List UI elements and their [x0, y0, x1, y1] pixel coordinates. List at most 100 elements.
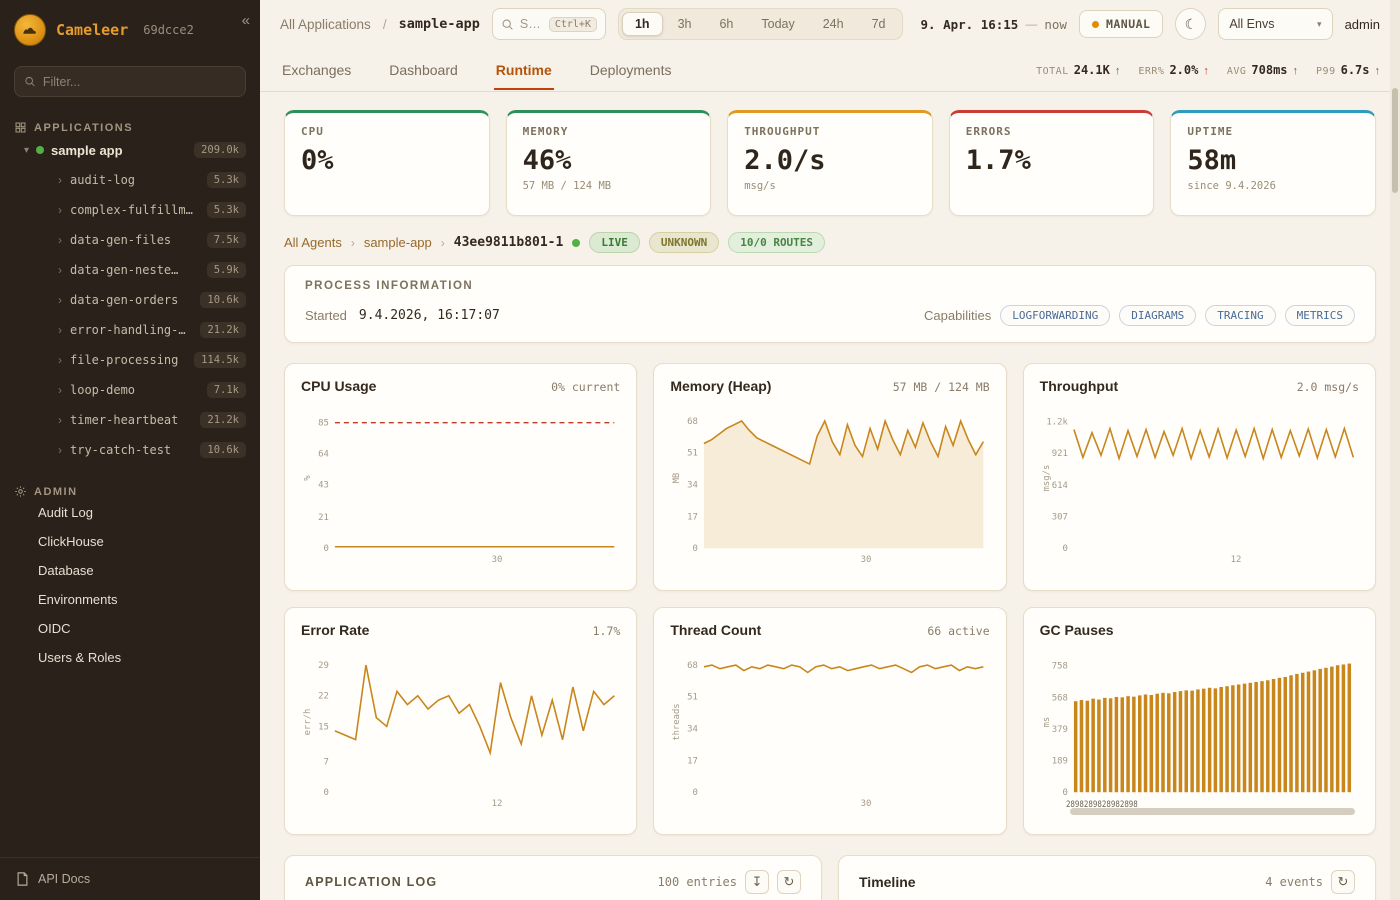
date-range-picker[interactable]: 9. Apr. 16:15 — now — [921, 17, 1067, 32]
svg-text:0: 0 — [324, 544, 329, 554]
time-range-today[interactable]: Today — [748, 12, 807, 36]
sidebar-item-users-roles[interactable]: Users & Roles — [38, 650, 122, 665]
stat-value: 708ms — [1251, 62, 1288, 77]
download-button[interactable]: ↧ — [745, 870, 769, 894]
route-count-badge: 21.2k — [200, 322, 246, 338]
sidebar-route-data-gen-orders[interactable]: › data-gen-orders 10.6k — [0, 285, 260, 315]
sidebar-route-timer-heartbeat[interactable]: › timer-heartbeat 21.2k — [0, 405, 260, 435]
svg-text:threads: threads — [672, 703, 682, 740]
chart-title: Thread Count — [670, 622, 762, 638]
applications-section-label: APPLICATIONS — [34, 121, 134, 134]
charts-grid: CPU Usage 0% current 85 64 43 21 0% 30 Memory… — [284, 363, 1376, 835]
svg-text:189: 189 — [1051, 757, 1067, 767]
stat-value: 2.0% — [1169, 62, 1199, 77]
document-icon — [17, 872, 28, 886]
sidebar-item-sample-app[interactable]: ▾ sample app 209.0k — [0, 134, 260, 165]
time-range-7d[interactable]: 7d — [859, 12, 899, 36]
svg-text:614: 614 — [1051, 481, 1067, 491]
environment-select[interactable]: All Envs ▾ — [1218, 8, 1333, 40]
link-sample-app[interactable]: sample-app — [363, 235, 432, 250]
time-range-group: 1h 3h 6h Today 24h 7d — [617, 8, 903, 40]
tab-dashboard[interactable]: Dashboard — [387, 50, 460, 90]
refresh-button[interactable]: ↻ — [1331, 870, 1355, 894]
svg-text:30: 30 — [861, 799, 872, 809]
sidebar-item-api-docs[interactable]: API Docs — [0, 857, 260, 900]
sidebar-item-environments[interactable]: Environments — [38, 592, 118, 607]
sidebar-route-file-processing[interactable]: › file-processing 114.5k — [0, 345, 260, 375]
capabilities: Capabilities LOGFORWARDING DIAGRAMS TRAC… — [924, 305, 1355, 326]
svg-text:0: 0 — [693, 544, 698, 554]
route-name: timer-heartbeat — [70, 413, 179, 427]
metric-card-throughput: THROUGHPUT 2.0/s msg/s — [727, 110, 933, 216]
time-range-3h[interactable]: 3h — [665, 12, 705, 36]
chart-title: GC Pauses — [1039, 622, 1114, 638]
chart-card-error-rate: Error Rate 1.7% 29 22 15 7 0 err/h 12 — [284, 607, 638, 835]
trend-up-icon: ↑ — [1374, 64, 1381, 77]
sidebar-route-error-handling[interactable]: › error-handling-… 21.2k — [0, 315, 260, 345]
gc-chart-scrollbar[interactable] — [1069, 808, 1355, 815]
top-bar: All Applications / sample-app S… Ctrl+K … — [260, 0, 1400, 48]
time-range-6h[interactable]: 6h — [706, 12, 746, 36]
svg-text:758: 758 — [1051, 662, 1067, 672]
user-menu[interactable]: admin — [1344, 16, 1380, 32]
agent-breadcrumb: All Agents › sample-app › 43ee9811b801-1… — [284, 232, 1376, 253]
sidebar-route-loop-demo[interactable]: › loop-demo 7.1k — [0, 375, 260, 405]
svg-text:1.2k: 1.2k — [1046, 418, 1068, 428]
breadcrumb-all-applications[interactable]: All Applications — [280, 16, 371, 32]
breadcrumb-separator: / — [382, 16, 387, 32]
filter-input[interactable] — [42, 74, 236, 89]
download-icon: ↧ — [751, 874, 763, 889]
main-area: All Applications / sample-app S… Ctrl+K … — [260, 0, 1400, 900]
route-name: data-gen-neste… — [70, 263, 179, 277]
capability-badge-diagrams: DIAGRAMS — [1119, 305, 1197, 326]
metric-value: 58m — [1187, 145, 1237, 176]
metric-label: ERRORS — [965, 125, 1012, 138]
tab-exchanges[interactable]: Exchanges — [280, 50, 353, 90]
scrollbar-thumb[interactable] — [1392, 88, 1398, 193]
svg-text:21: 21 — [318, 513, 329, 523]
link-all-agents[interactable]: All Agents — [284, 235, 342, 250]
sidebar-filter[interactable] — [14, 66, 246, 97]
route-name: data-gen-orders — [70, 293, 179, 307]
sidebar-route-try-catch-test[interactable]: › try-catch-test 10.6k — [0, 435, 260, 465]
metric-card-cpu: CPU 0% — [284, 110, 490, 216]
global-search[interactable]: S… Ctrl+K — [491, 8, 606, 40]
route-name: data-gen-files — [70, 233, 172, 247]
refresh-icon: ↻ — [783, 874, 795, 889]
stat-p99-latency: P99 6.7s ↑ — [1316, 63, 1380, 77]
sidebar-collapse-icon[interactable]: « — [241, 12, 250, 29]
process-information-title: PROCESS INFORMATION — [305, 280, 474, 292]
tab-deployments[interactable]: Deployments — [588, 50, 674, 90]
date-from[interactable]: 9. Apr. 16:15 — [920, 16, 1019, 32]
capability-badge-metrics: METRICS — [1284, 305, 1355, 326]
stat-label: TOTAL — [1036, 65, 1069, 77]
manual-status-dot — [1091, 20, 1099, 28]
sidebar-item-database[interactable]: Database — [38, 563, 94, 578]
date-to[interactable]: now — [1044, 16, 1067, 32]
search-icon — [502, 18, 513, 30]
sidebar-route-data-gen-nested[interactable]: › data-gen-neste… 5.9k — [0, 255, 260, 285]
sidebar-item-clickhouse[interactable]: ClickHouse — [38, 534, 104, 549]
chart-current-value: 66 active — [927, 624, 990, 638]
metric-sub: 57 MB / 124 MB — [522, 180, 612, 192]
sidebar-route-complex-fulfillment[interactable]: › complex-fulfillm… 5.3k — [0, 195, 260, 225]
svg-text:17: 17 — [687, 756, 698, 766]
sidebar-route-data-gen-files[interactable]: › data-gen-files 7.5k — [0, 225, 260, 255]
process-information-card: PROCESS INFORMATION Started 9.4.2026, 16… — [284, 265, 1376, 343]
sidebar-route-audit-log[interactable]: › audit-log 5.3k — [0, 165, 260, 195]
time-range-24h[interactable]: 24h — [810, 12, 857, 36]
manual-refresh-button[interactable]: MANUAL — [1078, 10, 1164, 38]
route-name: loop-demo — [70, 383, 136, 397]
refresh-button[interactable]: ↻ — [777, 870, 801, 894]
sidebar-item-oidc[interactable]: OIDC — [38, 621, 71, 636]
metric-label: CPU — [301, 125, 324, 138]
dark-mode-toggle[interactable]: ☾ — [1175, 8, 1207, 40]
tab-runtime[interactable]: Runtime — [493, 50, 554, 90]
svg-text:2898289828982898: 2898289828982898 — [1066, 799, 1138, 809]
sidebar-item-audit-log[interactable]: Audit Log — [38, 505, 93, 520]
svg-text:15: 15 — [318, 722, 329, 732]
app-name: sample app — [51, 142, 123, 158]
throughput-chart: 1.2k 921 614 307 0 msg/s 12 — [1042, 418, 1354, 565]
page-scrollbar — [1390, 0, 1400, 900]
time-range-1h[interactable]: 1h — [621, 12, 663, 36]
